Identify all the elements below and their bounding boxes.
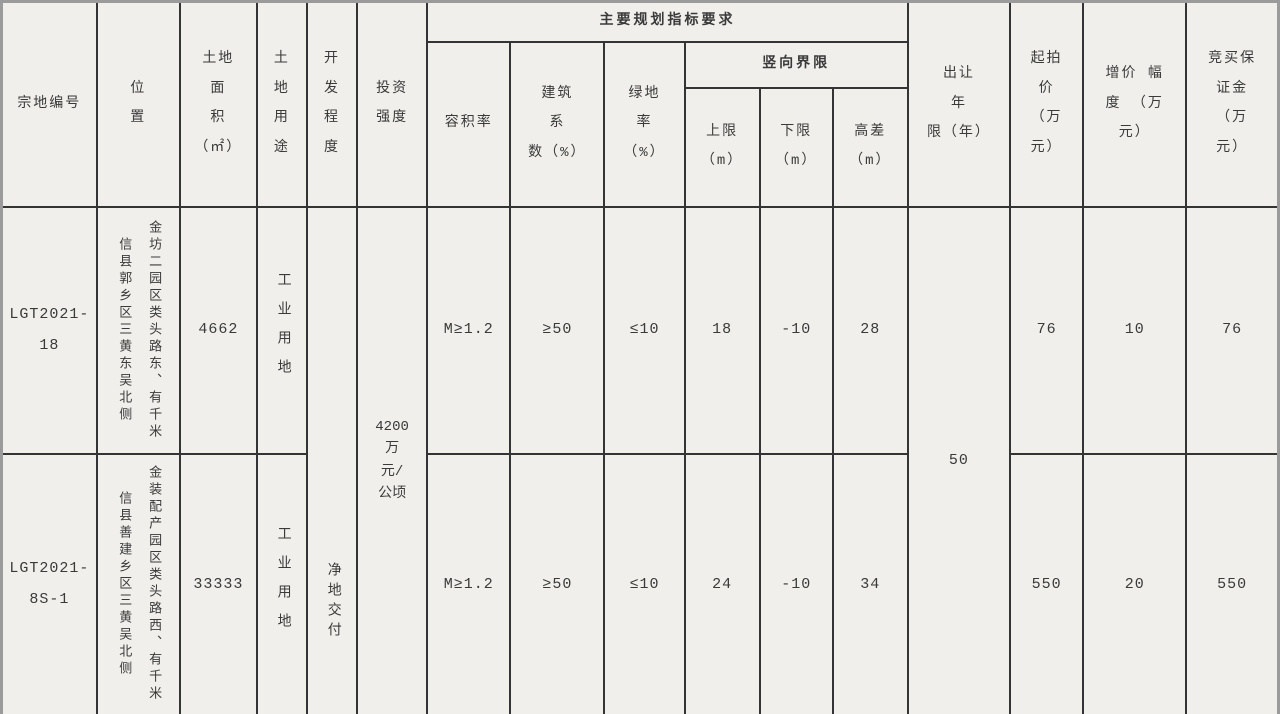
cell-height-diff-1: 28 bbox=[831, 205, 909, 455]
cell-parcel-id-2: LGT2021- 8S-1 bbox=[0, 452, 98, 714]
table-row: LGT2021- 18 金坊二园区类头路东、有千米 信县郭乡区三黄东吴北侧 46… bbox=[0, 205, 1280, 714]
cell-increment-2: 20 bbox=[1082, 452, 1188, 714]
header-vertical-limits-group: 竖向界限 bbox=[683, 40, 909, 89]
header-tenure-years: 出让 年 限（年） bbox=[906, 0, 1012, 208]
header-location: 位 置 bbox=[95, 0, 181, 208]
cell-deposit-1: 76 bbox=[1185, 205, 1280, 455]
cell-land-use-1: 工业用地 bbox=[255, 205, 308, 455]
cell-green-rate-2: ≤10 bbox=[603, 452, 686, 714]
header-parcel-id: 宗地编号 bbox=[0, 0, 98, 208]
cell-upper-limit-1: 18 bbox=[683, 205, 761, 455]
cell-tenure-merged: 50 bbox=[906, 205, 1012, 714]
header-land-use: 土 地 用 途 bbox=[255, 0, 308, 208]
cell-building-coeff-1: ≥50 bbox=[509, 205, 606, 455]
header-bid-deposit: 竞买保 证金 （万 元） bbox=[1185, 0, 1280, 208]
cell-location-1: 金坊二园区类头路东、有千米 信县郭乡区三黄东吴北侧 bbox=[95, 205, 181, 455]
cell-area-1: 4662 bbox=[178, 205, 258, 455]
header-green-rate: 绿地 率 （%） bbox=[603, 40, 686, 208]
cell-area-2: 33333 bbox=[178, 452, 258, 714]
header-investment-intensity: 投资 强度 bbox=[356, 0, 429, 208]
header-upper-limit: 上限 （m） bbox=[683, 86, 761, 208]
land-use-vertical-text: 工业用地 bbox=[274, 526, 291, 643]
cell-green-rate-1: ≤10 bbox=[603, 205, 686, 455]
cell-start-price-1: 76 bbox=[1009, 205, 1085, 455]
cell-investment-merged: 4200 万 元/ 公顷 bbox=[356, 205, 429, 714]
cell-increment-1: 10 bbox=[1082, 205, 1188, 455]
land-use-vertical-text: 工业用地 bbox=[274, 272, 291, 388]
header-land-area: 土地 面 积 （㎡） bbox=[178, 0, 258, 208]
cell-lower-limit-1: -10 bbox=[758, 205, 834, 455]
cell-far-2: M≥1.2 bbox=[426, 452, 512, 714]
development-vertical-text: 净地交付 bbox=[324, 562, 341, 642]
cell-start-price-2: 550 bbox=[1009, 452, 1085, 714]
header-start-price: 起拍 价 （万 元） bbox=[1009, 0, 1085, 208]
cell-height-diff-2: 34 bbox=[831, 452, 909, 714]
cell-parcel-id-1: LGT2021- 18 bbox=[0, 205, 98, 455]
cell-upper-limit-2: 24 bbox=[683, 452, 761, 714]
cell-deposit-2: 550 bbox=[1185, 452, 1280, 714]
header-development-level: 开 发 程 度 bbox=[305, 0, 359, 208]
header-building-coefficient: 建筑 系 数（%） bbox=[509, 40, 606, 208]
cell-lower-limit-2: -10 bbox=[758, 452, 834, 714]
cell-building-coeff-2: ≥50 bbox=[509, 452, 606, 714]
table-row: LGT2021- 8S-1 金装配产园区类头路西、有千米 信县善建乡区三黄吴北侧… bbox=[0, 452, 1280, 714]
location-vertical-text: 金装配产园区类头路西、有千米 信县善建乡区三黄吴北侧 bbox=[116, 465, 162, 704]
cell-land-use-2: 工业用地 bbox=[255, 452, 308, 714]
cell-location-2: 金装配产园区类头路西、有千米 信县善建乡区三黄吴北侧 bbox=[95, 452, 181, 714]
header-far: 容积率 bbox=[426, 40, 512, 208]
cell-development-merged: 净地交付 bbox=[305, 205, 359, 714]
location-vertical-text: 金坊二园区类头路东、有千米 信县郭乡区三黄东吴北侧 bbox=[116, 219, 162, 441]
header-height-difference: 高差 （m） bbox=[831, 86, 909, 208]
header-price-increment: 增价 幅 度 （万 元） bbox=[1082, 0, 1188, 208]
cell-far-1: M≥1.2 bbox=[426, 205, 512, 455]
header-planning-indicators-group: 主要规划指标要求 bbox=[426, 0, 909, 43]
header-lower-limit: 下限 （m） bbox=[758, 86, 834, 208]
